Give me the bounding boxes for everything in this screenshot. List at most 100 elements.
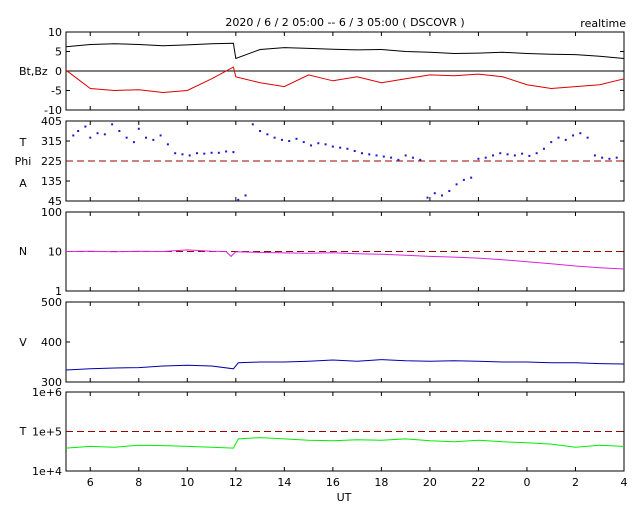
- y-axis-label: T: [19, 425, 27, 438]
- y-tick-label: 100: [41, 206, 62, 219]
- y-tick-label: 1e+4: [32, 465, 62, 478]
- x-axis-label: UT: [337, 491, 352, 504]
- phi-data-point: [188, 154, 191, 157]
- y-tick-label: 405: [41, 115, 62, 128]
- x-tick-label: 2: [572, 476, 579, 489]
- phi-data-point: [210, 151, 213, 154]
- phi-data-point: [317, 142, 320, 145]
- phi-data-point: [132, 141, 135, 144]
- phi-data-point: [550, 141, 553, 144]
- phi-data-point: [375, 154, 378, 157]
- phi-data-point: [266, 133, 269, 136]
- phi-data-point: [137, 127, 140, 130]
- phi-data-point: [225, 150, 228, 153]
- temperature-series-line: [65, 437, 625, 449]
- x-tick-label: 4: [621, 476, 628, 489]
- phi-data-point: [448, 190, 451, 192]
- phi-data-point: [159, 134, 162, 137]
- phi-data-point: [462, 178, 465, 181]
- phi-data-point: [411, 156, 414, 159]
- phi-data-point: [455, 183, 458, 186]
- phi-data-point: [579, 132, 582, 135]
- x-tick-label: 14: [277, 476, 291, 489]
- phi-data-point: [302, 141, 305, 144]
- y-tick-label: 500: [41, 296, 62, 309]
- y-axis-label: Phi: [15, 155, 32, 168]
- phi-data-point: [237, 198, 240, 201]
- phi-data-point: [145, 136, 148, 139]
- phi-data-point: [506, 153, 509, 156]
- chart-panels: 1050-5-10Bt,Bz40531522513545TPhiA100101N…: [15, 26, 628, 489]
- y-tick-label: 300: [41, 376, 62, 389]
- phi-data-point: [181, 153, 184, 156]
- panel-speed-frame: [65, 301, 625, 383]
- phi-data-point: [288, 140, 291, 142]
- phi-data-point: [441, 194, 444, 197]
- phi-data-point: [353, 150, 356, 152]
- phi-data-point: [339, 146, 342, 149]
- y-axis-label: N: [19, 245, 27, 258]
- y-tick-label: 1: [55, 285, 62, 298]
- phi-data-point: [368, 153, 371, 156]
- phi-data-point: [513, 154, 516, 157]
- phi-data-point: [346, 147, 349, 150]
- phi-data-point: [499, 152, 502, 155]
- phi-data-point: [232, 151, 235, 154]
- y-tick-label: 315: [41, 135, 62, 148]
- speed-series-line: [65, 359, 625, 371]
- phi-data-point: [586, 136, 589, 139]
- phi-data-point: [601, 156, 604, 159]
- phi-data-point: [295, 137, 298, 140]
- phi-data-point: [118, 130, 121, 132]
- phi-data-point: [111, 123, 114, 126]
- phi-data-point: [196, 152, 199, 155]
- phi-data-point: [244, 194, 247, 197]
- phi-data-point: [203, 152, 206, 155]
- phi-data-point: [557, 136, 560, 139]
- phi-data-point: [390, 156, 393, 159]
- phi-data-point: [397, 158, 400, 161]
- phi-data-point: [217, 151, 220, 154]
- phi-data-point: [84, 125, 87, 128]
- y-axis-label: Bt,Bz: [19, 65, 48, 78]
- phi-data-point: [426, 196, 429, 199]
- phi-data-point: [174, 152, 177, 155]
- phi-data-point: [528, 154, 531, 157]
- phi-data-point: [259, 130, 262, 132]
- phi-data-point: [331, 145, 334, 148]
- x-tick-label: 10: [180, 476, 194, 489]
- x-tick-label: 20: [423, 476, 437, 489]
- phi-data-point: [593, 154, 596, 157]
- bz-series-line: [65, 66, 625, 94]
- phi-data-point: [166, 143, 169, 146]
- phi-data-point: [72, 134, 75, 137]
- y-tick-label: 45: [48, 195, 62, 208]
- y-tick-label: 10: [48, 246, 62, 259]
- phi-data-point: [477, 157, 480, 160]
- phi-data-point: [404, 154, 407, 157]
- x-tick-label: 16: [326, 476, 340, 489]
- y-tick-label: 1e+6: [32, 386, 62, 399]
- x-tick-label: 18: [374, 476, 388, 489]
- phi-data-point: [152, 138, 155, 141]
- x-tick-label: 6: [87, 476, 94, 489]
- phi-data-point: [608, 157, 611, 160]
- phi-data-point: [77, 130, 80, 132]
- phi-data-point: [360, 152, 363, 155]
- x-tick-label: 12: [229, 476, 243, 489]
- phi-data-point: [324, 143, 327, 146]
- phi-data-point: [535, 152, 538, 155]
- phi-data-point: [273, 136, 276, 139]
- density-series-line: [65, 249, 625, 270]
- phi-data-point: [484, 156, 487, 159]
- y-tick-label: 10: [48, 26, 62, 39]
- y-tick-label: 1e+5: [32, 426, 62, 439]
- phi-data-point: [96, 132, 99, 135]
- phi-data-point: [280, 138, 283, 141]
- y-axis-label: T: [19, 136, 27, 149]
- phi-data-point: [89, 136, 92, 139]
- y-tick-label: -10: [44, 104, 62, 117]
- x-tick-label: 22: [471, 476, 485, 489]
- x-tick-label: 8: [135, 476, 142, 489]
